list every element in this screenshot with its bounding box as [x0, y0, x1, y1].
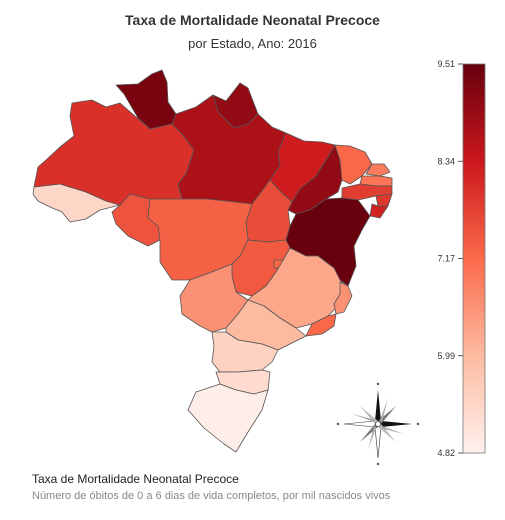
map-subtitle: por Estado, Ano: 2016 [188, 36, 317, 51]
legend-tick-label: 5.99 [437, 351, 455, 361]
state-PR[interactable] [211, 331, 279, 373]
legend-tick-label: 9.51 [437, 59, 455, 69]
state-RN[interactable] [365, 163, 391, 177]
state-MG[interactable] [247, 247, 349, 329]
state-RR[interactable] [115, 69, 177, 130]
legend-tick-label: 8.34 [437, 156, 455, 166]
state-RS[interactable] [187, 383, 269, 453]
state-AL[interactable] [375, 193, 393, 207]
map-title: Taxa de Mortalidade Neonatal Precoce [125, 12, 380, 28]
caption-title: Taxa de Mortalidade Neonatal Precoce [32, 472, 239, 486]
legend-gradient [462, 63, 486, 454]
legend-tick-label: 4.82 [437, 448, 455, 458]
caption-subtitle: Número de óbitos de 0 a 6 dias de vida c… [32, 490, 391, 502]
legend-colorbar: 9.51 8.34 7.17 5.99 4.82 [437, 59, 486, 458]
state-SE[interactable] [369, 203, 389, 219]
legend-tick-label: 7.17 [437, 254, 455, 264]
state-ES[interactable] [333, 281, 353, 315]
compass-rose-icon [336, 382, 420, 466]
